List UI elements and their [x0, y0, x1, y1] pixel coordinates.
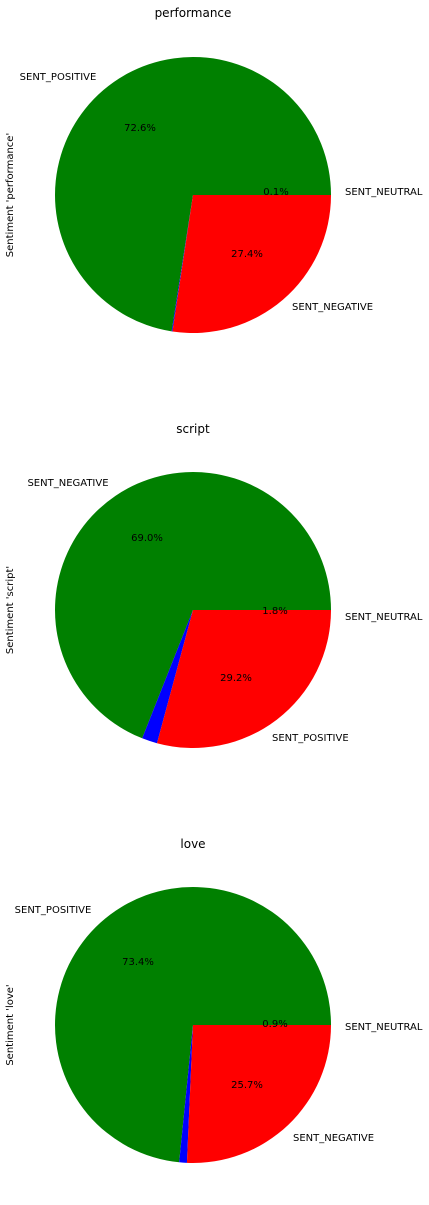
slice-percent-label: 1.8% — [262, 606, 287, 617]
y-axis-label: Sentiment 'love' — [5, 984, 16, 1065]
slice-percent-label: 29.2% — [220, 673, 252, 684]
slice-percent-label: 25.7% — [231, 1080, 263, 1091]
slice-label: SENT_NEGATIVE — [293, 1133, 374, 1144]
slice-label: SENT_NEUTRAL — [345, 1022, 423, 1033]
chart-title: script — [176, 422, 210, 436]
slice-label: SENT_POSITIVE — [20, 72, 97, 83]
pie-slice-sent-neutral — [171, 195, 193, 332]
slice-label: SENT_NEUTRAL — [345, 612, 423, 623]
pie-chart-script: script Sentiment 'script' SENT_NEGATIVE 69.… — [5, 422, 423, 748]
slice-percent-label: 69.0% — [131, 533, 163, 544]
pie-slice-sent-positive — [157, 610, 331, 748]
y-axis-label: Sentiment 'script' — [5, 566, 16, 654]
slice-label: SENT_NEUTRAL — [345, 187, 423, 198]
slice-percent-label: 72.6% — [124, 123, 156, 134]
chart-title: performance — [155, 6, 232, 20]
y-axis-label: Sentiment 'performance' — [5, 133, 16, 257]
pie-slice-sent-negative — [186, 1025, 331, 1164]
pie-slice-sent-negative — [55, 472, 332, 739]
slice-percent-label: 27.4% — [231, 249, 263, 260]
pie-chart-performance: performance Sentiment 'performance' SENT_P… — [5, 6, 423, 334]
pie-slice-sent-neutral — [142, 610, 193, 744]
slice-percent-label: 0.9% — [262, 1019, 287, 1030]
slice-label: SENT_NEGATIVE — [27, 478, 108, 489]
slice-label: SENT_NEGATIVE — [292, 302, 373, 313]
pie-slice-sent-neutral — [179, 1025, 193, 1163]
chart-title: love — [180, 837, 205, 851]
pie-slice-sent-positive — [55, 886, 332, 1163]
slice-label: SENT_POSITIVE — [15, 905, 92, 916]
slice-label: SENT_POSITIVE — [272, 733, 349, 744]
pie-slice-sent-positive — [55, 57, 332, 332]
slice-percent-label: 73.4% — [122, 957, 154, 968]
pie-chart-love: love Sentiment 'love' SENT_POSITIVE 73.4% SE… — [5, 837, 423, 1164]
pie-slice-sent-negative — [172, 195, 331, 334]
slice-percent-label: 0.1% — [263, 187, 288, 198]
